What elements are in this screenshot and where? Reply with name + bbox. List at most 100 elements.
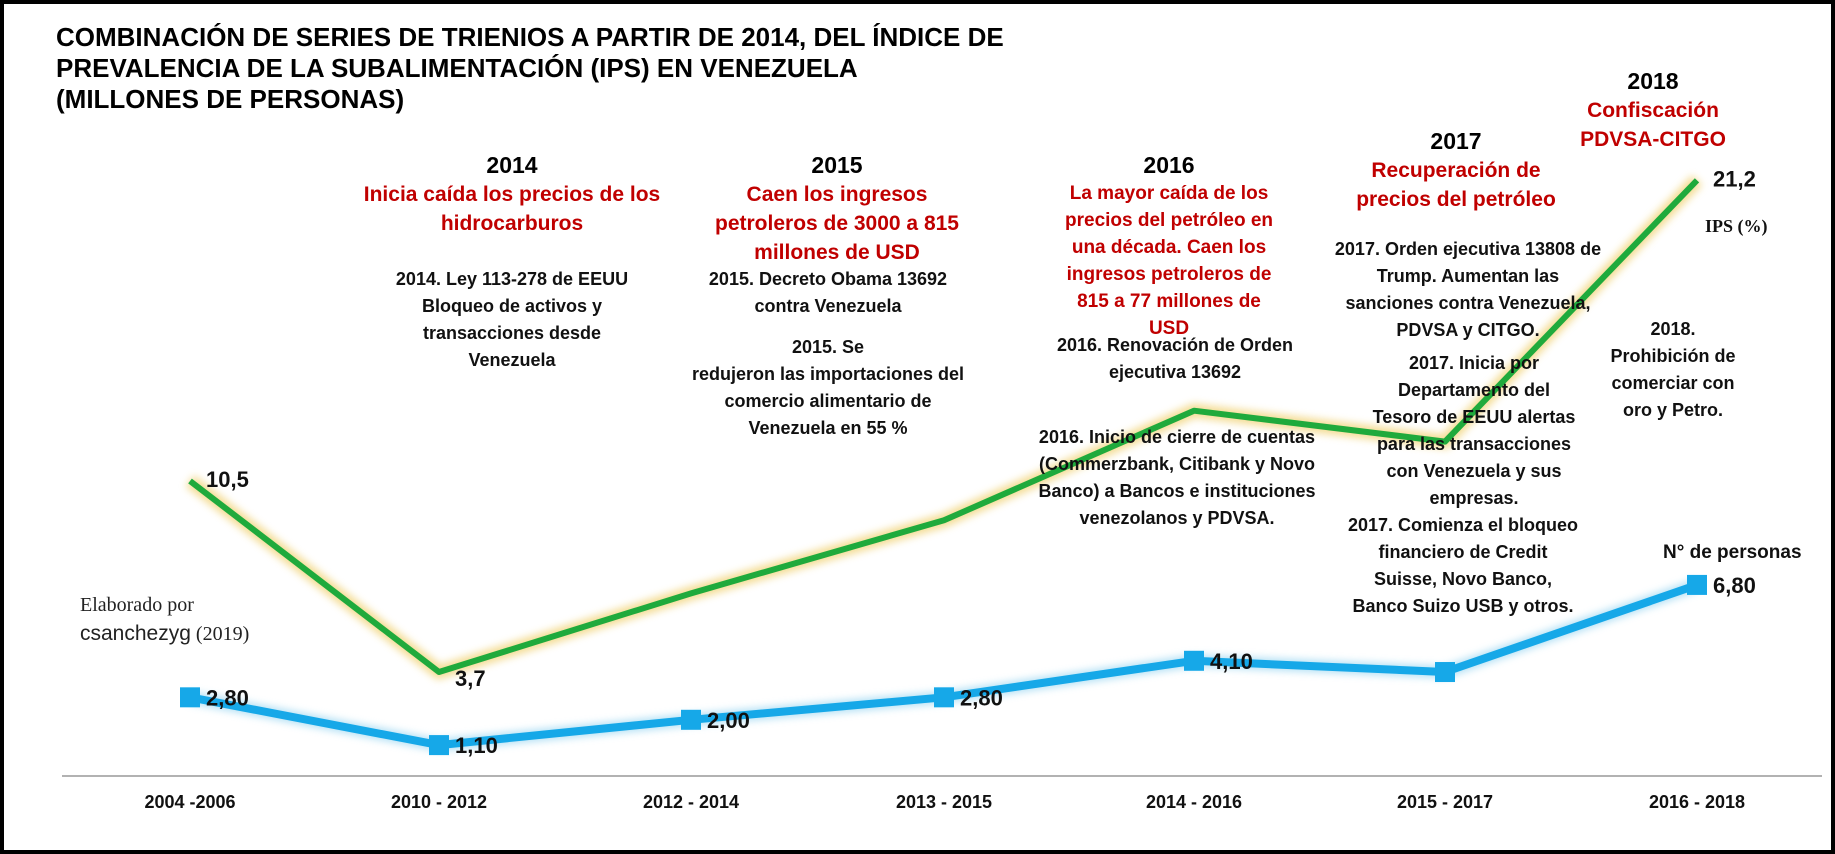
- credit-line: Elaborado por: [80, 594, 194, 616]
- x-tick-label: 2013 - 2015: [896, 792, 992, 812]
- annotation-year: 2016: [1143, 152, 1195, 178]
- ips-data-label: 10,5: [206, 467, 249, 492]
- annotation-headline-line: una década. Caen los: [1071, 237, 1267, 258]
- annotation-note-line: Trump. Aumentan las: [1376, 266, 1560, 286]
- title-line: PREVALENCIA DE LA SUBALIMENTACIÓN (IPS) …: [56, 53, 858, 83]
- personas-data-point: [429, 735, 449, 756]
- personas-data-label: 2,80: [960, 685, 1003, 710]
- legend-personas: N° de personas: [1663, 542, 1802, 563]
- annotation-note-line: 2015. Se: [791, 337, 865, 357]
- annotation-note-line: Bloqueo de activos y: [421, 296, 603, 316]
- ips-series-line: [188, 178, 1700, 676]
- annotation-note-line: ejecutiva 13692: [1108, 362, 1242, 382]
- annotation-note-line: redujeron las importaciones del: [691, 364, 965, 384]
- annotation-headline-line: petroleros de 3000 a 815: [715, 212, 959, 235]
- annotation-note-line: comercio alimentario de: [724, 391, 932, 411]
- annotation-note-line: 2016. Inicio de cierre de cuentas: [1038, 427, 1316, 447]
- x-tick-label: 2012 - 2014: [643, 792, 739, 812]
- x-tick-label: 2004 -2006: [144, 792, 235, 812]
- annotation-note-line: Banco Suizo USB y otros.: [1352, 596, 1574, 616]
- note-2015-importaciones: 2015. Se redujeron las importaciones del c…: [692, 334, 964, 442]
- annotation-note-line: empresas.: [1429, 488, 1519, 508]
- annotation-note-line: 2017. Comienza el bloqueo: [1347, 515, 1579, 535]
- annotation-note-line: 2014. Ley 113-278 de EEUU: [395, 269, 629, 289]
- personas-data-point: [934, 687, 954, 708]
- annotation-year: 2015: [811, 152, 863, 178]
- annotation-headline-line: Caen los ingresos: [746, 183, 928, 206]
- annotation-headline-line: USD: [1148, 318, 1190, 339]
- note-2017-bloqueo: 2017. Comienza el bloqueo financiero de C…: [1348, 512, 1578, 620]
- personas-data-point: [180, 687, 200, 708]
- personas-data-label: 2,80: [206, 685, 249, 710]
- annotation-note-line: (Commerzbank, Citibank y Novo: [1038, 454, 1316, 474]
- annotation-note-line: 2017. Orden ejecutiva 13808 de: [1334, 239, 1602, 259]
- legend-ips: IPS (%): [1705, 216, 1768, 237]
- annotation-note-line: 2015. Decreto Obama 13692: [708, 269, 948, 289]
- annotation-headline-line: hidrocarburos: [440, 212, 584, 235]
- personas-data-point: [1184, 650, 1204, 671]
- annotation-note-line: PDVSA y CITGO.: [1396, 320, 1540, 340]
- note-2014-ley: 2014. Ley 113-278 de EEUU Bloqueo de acti…: [396, 266, 628, 374]
- annotation-note-line: Venezuela: [468, 350, 556, 370]
- x-tick-label: 2015 - 2017: [1397, 792, 1493, 812]
- annotation-note-line: Banco) a Bancos e instituciones: [1038, 481, 1316, 501]
- annotation-note-line: sanciones contra Venezuela,: [1345, 293, 1591, 313]
- annotation-note-line: oro y Petro.: [1622, 400, 1724, 420]
- annotation-note-line: Tesoro de EEUU alertas: [1372, 407, 1576, 427]
- annotation-note-line: Prohibición de: [1610, 346, 1736, 366]
- personas-data-point: [681, 709, 701, 730]
- credit-year: (2019): [195, 623, 250, 645]
- annotation-headline-line: PDVSA-CITGO: [1580, 128, 1726, 151]
- x-tick-label: 2014 - 2016: [1146, 792, 1242, 812]
- annotation-note-line: transacciones desde: [422, 323, 602, 343]
- ips-data-label: 21,2: [1713, 166, 1756, 191]
- annotation-2015: 2015 Caen los ingresos petroleros de 3000 …: [715, 150, 959, 267]
- annotation-note-line: para las transacciones: [1376, 434, 1572, 454]
- annotation-2017: 2017 Recuperación de precios del petróleo: [1356, 126, 1556, 214]
- annotation-note-line: Suisse, Novo Banco,: [1373, 569, 1553, 589]
- annotation-headline-line: Confiscación: [1587, 99, 1719, 122]
- personas-data-label: 4,10: [1210, 649, 1253, 674]
- title-line: COMBINACIÓN DE SERIES DE TRIENIOS A PART…: [56, 22, 1004, 52]
- credit-author-name: csanchezyg: [80, 622, 191, 645]
- note-2015-decreto: 2015. Decreto Obama 13692 contra Venezuel…: [709, 266, 947, 320]
- annotation-note-line: comerciar con: [1611, 373, 1735, 393]
- annotation-2014: 2014 Inicia caída los precios de los hidro…: [364, 150, 660, 238]
- annotation-note-line: 2017. Inicia por: [1408, 353, 1540, 373]
- credit-author: csanchezyg (2019): [80, 622, 249, 646]
- note-2017-tesoro: 2017. Inicia por Departamento del Tesoro d…: [1373, 350, 1576, 512]
- ips-data-label: 3,7: [455, 666, 486, 691]
- annotation-note-line: con Venezuela y sus: [1386, 461, 1562, 481]
- personas-data-label: 1,10: [455, 733, 498, 758]
- annotation-headline-line: millones de USD: [754, 241, 920, 264]
- annotation-headline-line: Inicia caída los precios de los: [363, 183, 661, 206]
- annotation-note-line: Venezuela en 55 %: [748, 418, 908, 438]
- annotation-year: 2014: [486, 152, 538, 178]
- personas-data-label: 6,80: [1713, 573, 1756, 598]
- annotation-note-line: 2018.: [1650, 319, 1696, 339]
- annotation-note-line: Departamento del: [1397, 380, 1551, 400]
- annotation-2018: 2018 Confiscación PDVSA-CITGO: [1580, 66, 1726, 154]
- annotation-headline-line: precios del petróleo: [1356, 188, 1556, 211]
- annotation-headline-line: 815 a 77 millones de: [1077, 291, 1261, 312]
- note-2018-prohibicion: 2018. Prohibición de comerciar con oro y Pe…: [1610, 316, 1735, 424]
- annotation-headline-line: precios del petróleo en: [1065, 210, 1273, 231]
- x-tick-label: 2016 - 2018: [1649, 792, 1745, 812]
- annotation-note-line: contra Venezuela: [754, 296, 902, 316]
- personas-data-label: 2,00: [707, 708, 750, 733]
- annotation-2016: 2016 La mayor caída de los precios del pet…: [1065, 150, 1273, 342]
- note-2016-renovacion: 2016. Renovación de Orden ejecutiva 13692: [1057, 332, 1293, 386]
- annotation-note-line: financiero de Credit: [1378, 542, 1548, 562]
- annotation-note-line: 2016. Renovación de Orden: [1056, 335, 1294, 355]
- annotation-year: 2018: [1627, 68, 1679, 94]
- personas-data-point: [1687, 574, 1707, 595]
- note-2016-cierre-cuentas: 2016. Inicio de cierre de cuentas (Commer…: [1038, 424, 1315, 532]
- x-tick-label: 2010 - 2012: [391, 792, 487, 812]
- title-line: (MILLONES DE PERSONAS): [56, 84, 405, 114]
- annotation-note-line: venezolanos y PDVSA.: [1079, 508, 1275, 528]
- annotation-year: 2017: [1430, 128, 1482, 154]
- annotation-headline-line: Recuperación de: [1371, 159, 1541, 182]
- note-2017-orden: 2017. Orden ejecutiva 13808 de Trump. Aum…: [1335, 236, 1601, 344]
